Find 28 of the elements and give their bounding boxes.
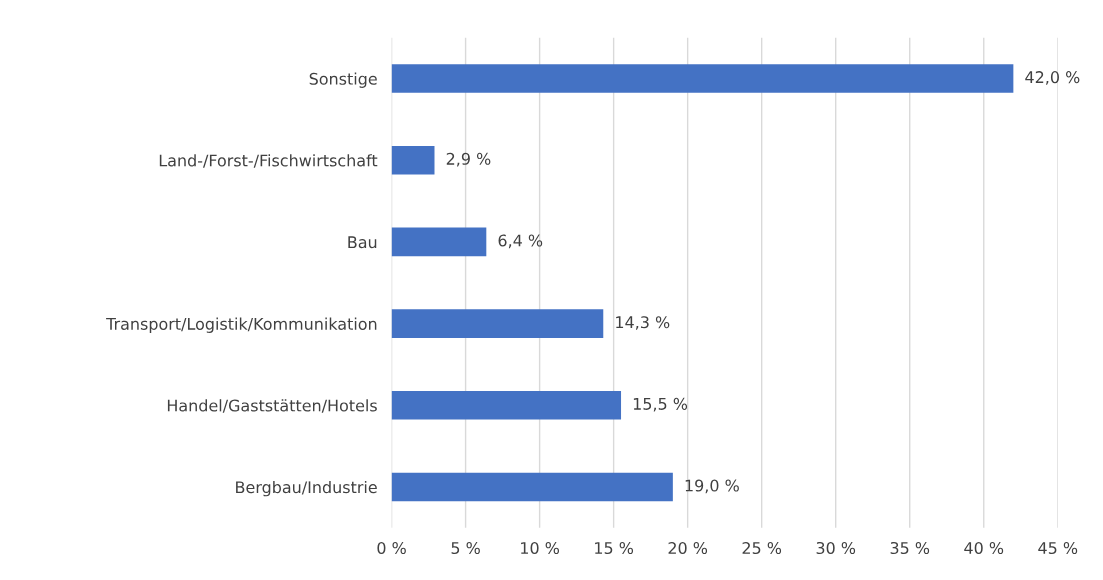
x-tick-label: 30 % [816,541,856,555]
y-tick-label: Sonstige [309,72,377,88]
data-label: 2,9 % [446,152,491,167]
x-tick-label: 10 % [521,541,560,555]
data-label: 42,0 % [1025,71,1080,85]
bar [391,227,487,257]
x-tick-label: 15 % [595,541,634,555]
y-tick-label: Bergbau/Industrie [236,480,377,497]
data-label: 15,5 % [633,397,688,412]
y-tick-label: Transport/Logistik/Kommunikation [106,317,377,333]
y-tick-label: Land-/Forst-/Fischwirtschaft [159,154,378,168]
x-tick-label: 45 % [1038,541,1078,555]
x-tick-label: 35 % [890,541,930,555]
y-tick-label: Bau [348,236,377,249]
x-tick-label: 0 % [377,541,406,555]
data-label: 14,3 % [616,316,670,330]
x-tick-label: 5 % [451,541,480,555]
x-tick-label: 20 % [668,541,708,555]
data-label: 19,0 % [685,479,739,494]
bar [391,390,622,420]
x-tick-label: 25 % [742,541,782,555]
bar [391,64,1014,93]
x-tick-label: 40 % [964,541,1004,555]
y-tick-label: Handel/Gaststätten/Hotels [167,399,377,413]
bar [391,472,673,502]
bar [391,309,604,338]
data-label: 6,4 % [498,234,543,249]
bar [391,145,435,175]
